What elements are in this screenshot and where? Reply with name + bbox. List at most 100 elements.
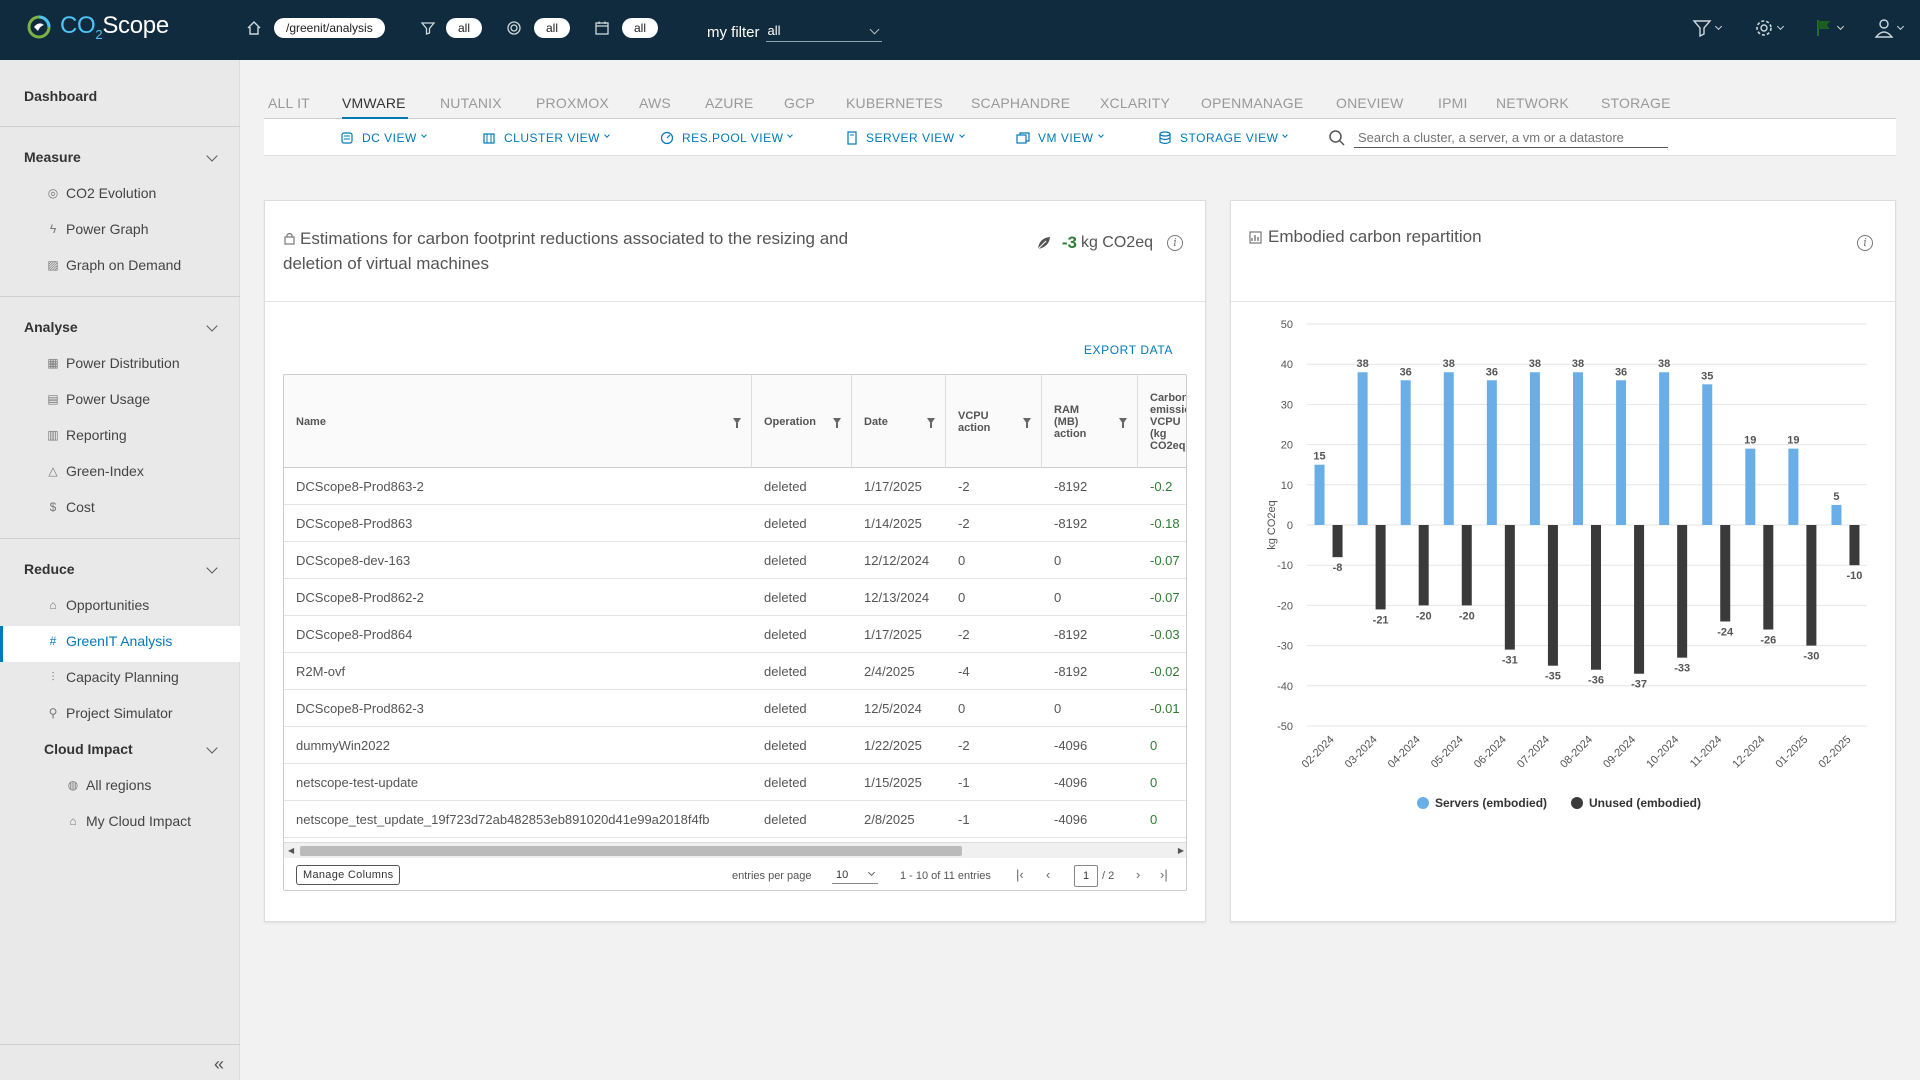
funnel-icon[interactable] [1692, 18, 1712, 38]
sidebar-item-co2-evolution[interactable]: ◎ CO2 Evolution [47, 185, 157, 201]
column-header-operation[interactable]: Operation [752, 375, 852, 468]
bar-unused[interactable] [1461, 525, 1472, 606]
calendar-icon[interactable] [592, 18, 612, 38]
sidebar-dashboard[interactable]: Dashboard [24, 88, 98, 104]
last-page-icon[interactable]: ›| [1160, 867, 1168, 882]
prev-page-icon[interactable]: ‹ [1046, 867, 1051, 882]
sidebar-item-capacity-planning[interactable]: ⫶ Capacity Planning [46, 669, 178, 685]
bar-unused[interactable] [1418, 525, 1429, 606]
tab-gcp[interactable]: GCP [784, 95, 815, 111]
sidebar-item-all-regions[interactable]: ◍ All regions [67, 777, 152, 793]
page-number-input[interactable]: 1 [1074, 865, 1098, 887]
bar-unused[interactable] [1547, 525, 1558, 666]
tab-storage[interactable]: STORAGE [1601, 95, 1671, 111]
bar-unused[interactable] [1591, 525, 1601, 670]
target-icon[interactable] [504, 18, 524, 38]
tab-ipmi[interactable]: IPMI [1438, 95, 1468, 111]
table-row[interactable]: DCScope8-Prod862-2 deleted 12/13/2024 0 0 -0.… [284, 579, 1186, 616]
column-header-date[interactable]: Date [852, 375, 946, 468]
sidebar-section-reduce[interactable]: Reduce [24, 561, 230, 577]
bar-unused[interactable] [1677, 525, 1688, 658]
header-settings-menu[interactable] [1754, 18, 1785, 38]
table-row[interactable]: netscope_test_update_19f723d72ab482853eb… [284, 801, 1186, 838]
bar-servers[interactable] [1573, 372, 1583, 525]
legend-swatch[interactable] [1571, 797, 1583, 809]
sidebar-item-green-index[interactable]: △ Green-Index [46, 463, 143, 479]
subtab-server-view[interactable]: SERVER VIEW [846, 131, 965, 145]
bar-servers[interactable] [1702, 384, 1713, 525]
sidebar-section-analyse[interactable]: Analyse [24, 319, 230, 335]
bar-unused[interactable] [1849, 525, 1860, 566]
header-flag-menu[interactable] [1814, 18, 1845, 38]
tab-kubernetes[interactable]: KUBERNETES [846, 95, 943, 111]
scroll-right-icon[interactable]: ▶ [1177, 846, 1184, 855]
sidebar-item-power-usage[interactable]: ▤ Power Usage [47, 391, 151, 407]
filter-pill[interactable]: all [446, 18, 483, 38]
sidebar-item-power-graph[interactable]: ϟ Power Graph [46, 221, 149, 237]
user-icon[interactable] [1874, 18, 1894, 38]
sidebar-item-project-simulator[interactable]: ⚲ Project Simulator [46, 705, 173, 721]
first-page-icon[interactable]: |‹ [1016, 867, 1024, 882]
table-row[interactable]: dummyWin2022 deleted 1/22/2025 -2 -4096 0 [284, 727, 1186, 764]
date-group[interactable]: all [592, 18, 659, 38]
column-header-ram-action[interactable]: RAM (MB) action [1042, 375, 1138, 468]
export-data-button[interactable]: EXPORT DATA [1083, 343, 1173, 357]
sidebar-section-cloud-impact[interactable]: Cloud Impact [44, 741, 230, 757]
search-icon[interactable] [1328, 129, 1346, 147]
tab-aws[interactable]: AWS [639, 95, 671, 111]
table-row[interactable]: DCScope8-dev-163 deleted 12/12/2024 0 0 -0.07 [284, 542, 1186, 579]
tab-network[interactable]: NETWORK [1496, 95, 1569, 111]
sidebar-item-power-distribution[interactable]: ▦ Power Distribution [47, 355, 180, 371]
bar-unused[interactable] [1375, 525, 1386, 610]
subtab-dc-view[interactable]: DC VIEW [340, 131, 427, 145]
sidebar-item-opportunities[interactable]: ⌂ Opportunities [46, 597, 149, 613]
bar-servers[interactable] [1314, 464, 1325, 525]
scrollbar-thumb[interactable] [300, 846, 962, 856]
brand-logo[interactable]: CO2Scope [24, 12, 169, 42]
filter-icon[interactable] [733, 418, 741, 428]
filter-icon[interactable] [833, 418, 841, 428]
tab-proxmox[interactable]: PROXMOX [536, 95, 609, 111]
tag-pill[interactable]: all [534, 18, 571, 38]
horizontal-scrollbar[interactable]: ◀ ▶ [284, 842, 1186, 858]
bar-unused[interactable] [1332, 525, 1343, 558]
subtab-vm-view[interactable]: VM VIEW [1016, 131, 1104, 145]
scroll-left-icon[interactable]: ◀ [288, 846, 295, 855]
search-input[interactable] [1354, 128, 1668, 148]
subtab-storage-view[interactable]: STORAGE VIEW [1158, 131, 1289, 145]
table-row[interactable]: DCScope8-Prod863 deleted 1/14/2025 -2 -8192 -… [284, 505, 1186, 542]
sidebar-item-graph-on-demand[interactable]: ▨ Graph on Demand [47, 257, 182, 273]
gear-icon[interactable] [1754, 18, 1774, 38]
tab-vmware[interactable]: VMWARE [342, 95, 406, 111]
header-user-menu[interactable] [1874, 18, 1905, 38]
bar-servers[interactable] [1831, 504, 1842, 525]
legend-swatch[interactable] [1417, 797, 1429, 809]
bar-servers[interactable] [1443, 372, 1454, 525]
bar-unused[interactable] [1806, 525, 1817, 646]
table-row[interactable]: DCScope8-Prod864 deleted 1/17/2025 -2 -8192 -… [284, 616, 1186, 653]
filter-icon[interactable] [1119, 418, 1127, 428]
filter-group[interactable]: all [418, 18, 483, 38]
tag-group[interactable]: all [504, 18, 571, 38]
bar-unused[interactable] [1634, 525, 1645, 674]
sidebar-item-my-cloud-impact[interactable]: ⌂ My Cloud Impact [66, 813, 191, 829]
home-path[interactable]: /greenit/analysis [244, 18, 385, 38]
info-icon[interactable]: i [1167, 235, 1183, 251]
info-icon[interactable]: i [1857, 235, 1873, 251]
home-icon[interactable] [244, 18, 264, 38]
tab-all-it[interactable]: ALL IT [268, 95, 310, 111]
entries-per-page-select[interactable]: 10 [832, 867, 878, 884]
legend-entry[interactable]: Unused (embodied) [1589, 796, 1701, 810]
filter-icon[interactable] [418, 18, 438, 38]
sidebar-collapse-icon[interactable]: « [214, 1054, 225, 1074]
bar-servers[interactable] [1529, 372, 1540, 525]
table-row[interactable]: DCScope8-Prod862-3 deleted 12/5/2024 0 0 -0.0… [284, 690, 1186, 727]
table-row[interactable]: DCScope8-Prod863-2 deleted 1/17/2025 -2 -819… [284, 468, 1186, 505]
bar-servers[interactable] [1659, 372, 1670, 525]
path-pill[interactable]: /greenit/analysis [274, 18, 385, 38]
sidebar-item-reporting[interactable]: ▥ Reporting [47, 427, 127, 443]
bar-servers[interactable] [1400, 380, 1411, 525]
column-header-vcpu-action[interactable]: VCPU action [946, 375, 1042, 468]
tab-azure[interactable]: AZURE [705, 95, 754, 111]
header-filter-menu[interactable] [1692, 18, 1723, 38]
